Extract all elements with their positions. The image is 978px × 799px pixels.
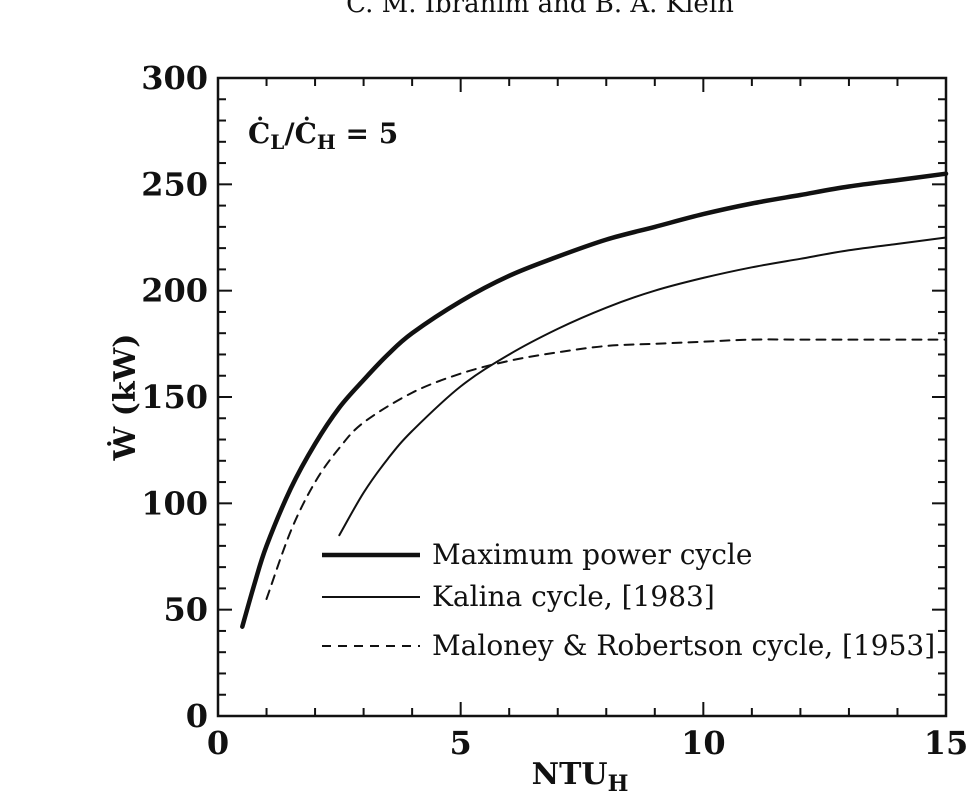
series-line-1 <box>240 171 949 629</box>
x-axis-label-main: NTU <box>532 757 608 792</box>
x-tick-label: 15 <box>924 724 969 762</box>
plot-frame <box>216 76 948 718</box>
legend-label-2: Kalina cycle, [1983] <box>432 580 715 613</box>
legend-label-1: Maximum power cycle <box>432 538 752 571</box>
annotation-value: = 5 <box>336 117 398 150</box>
x-tick-label: 0 <box>207 724 229 762</box>
x-axis-label-sub: H <box>608 771 629 797</box>
y-tick-label: 300 <box>141 59 208 97</box>
x-tick-label: 5 <box>450 724 472 762</box>
annotation-c-l: Ċ <box>248 116 270 150</box>
series-layer <box>240 171 949 629</box>
y-axis-label: Ẇ (kW) <box>106 333 143 461</box>
series-line-2 <box>338 236 947 537</box>
page-header-caption: C. M. Ibrahim and B. A. Klein <box>346 0 734 19</box>
annotation-sub-h: H <box>317 130 336 154</box>
y-tick-label: 0 <box>186 697 208 735</box>
y-tick-label: 150 <box>141 378 208 416</box>
ratio-annotation: ĊL/ĊH = 5 <box>248 116 398 154</box>
plot-axes <box>216 76 948 718</box>
series-line-3 <box>265 338 947 600</box>
x-tick-label: 10 <box>681 724 726 762</box>
y-tick-label: 250 <box>141 165 208 203</box>
annotation-slash: /Ċ <box>284 116 317 150</box>
y-tick-label: 100 <box>141 484 208 522</box>
annotation-sub-l: L <box>270 130 284 154</box>
legend-label-3: Maloney & Robertson cycle, [1953] <box>432 629 935 662</box>
x-axis-label: NTUH <box>532 757 629 797</box>
y-tick-label: 200 <box>141 272 208 310</box>
y-tick-label: 50 <box>163 591 208 629</box>
legend: Maximum power cycle Kalina cycle, [1983] M… <box>322 538 935 662</box>
